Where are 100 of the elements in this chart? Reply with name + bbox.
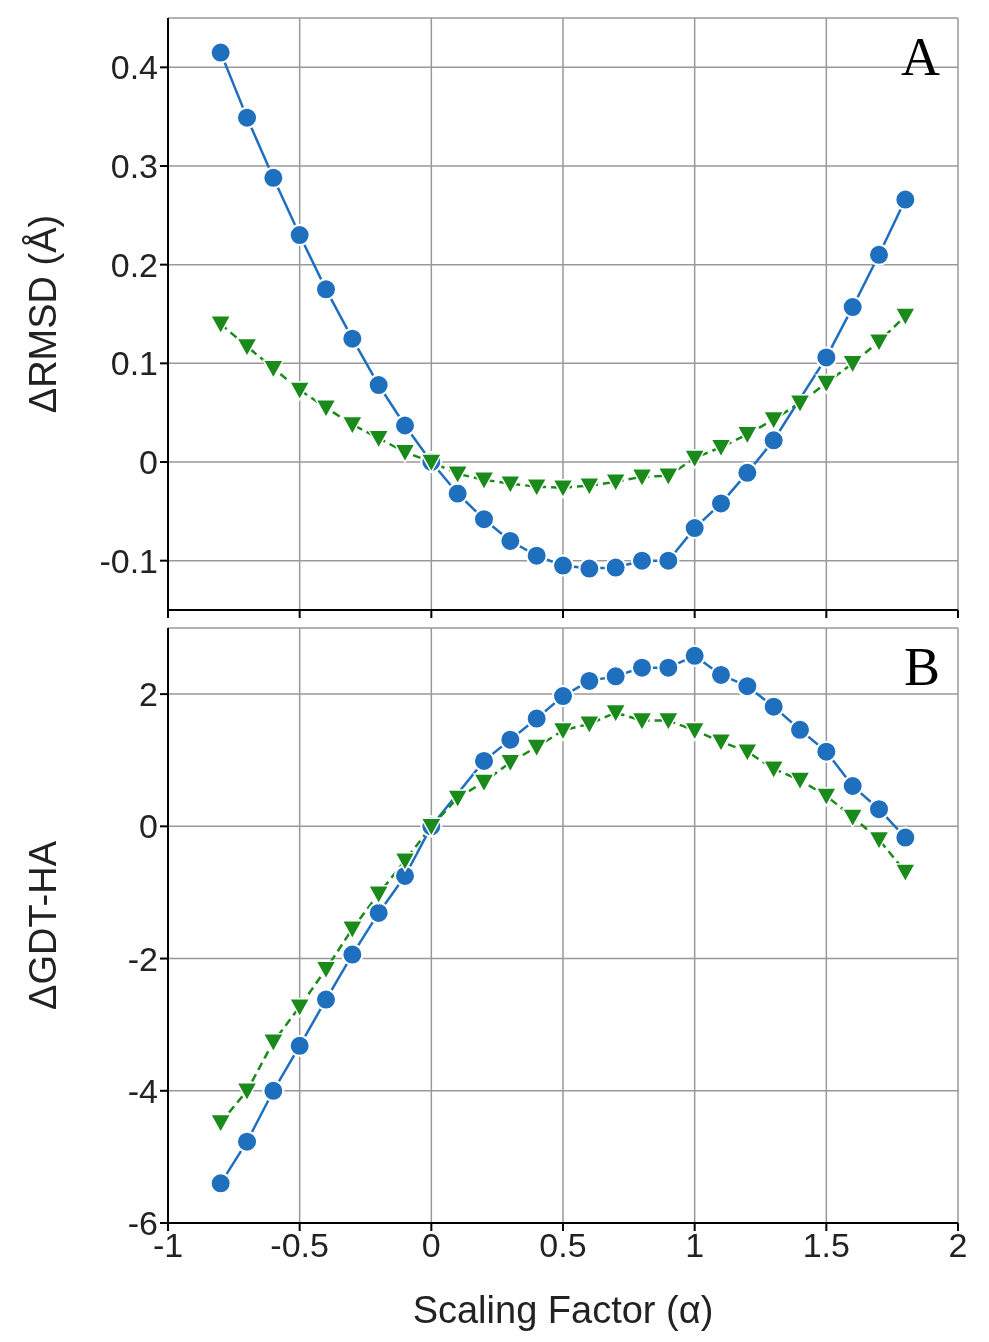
point	[631, 549, 653, 572]
point	[525, 477, 548, 498]
y-tick-label: 2	[139, 675, 158, 714]
point	[683, 449, 706, 469]
point	[762, 410, 785, 431]
point	[341, 943, 364, 966]
point	[236, 1082, 258, 1102]
x-tick-label: -0.5	[270, 1226, 329, 1265]
point	[789, 718, 811, 741]
y-tick-label: -2	[127, 939, 158, 978]
point	[762, 760, 785, 780]
point	[525, 738, 548, 758]
point	[315, 960, 337, 980]
point	[710, 732, 732, 753]
point	[736, 425, 759, 446]
point	[631, 468, 653, 488]
point	[209, 315, 232, 335]
point	[815, 740, 838, 763]
point	[315, 988, 337, 1011]
point	[657, 656, 680, 679]
point	[315, 398, 337, 419]
point	[552, 685, 574, 708]
point	[894, 188, 917, 211]
point	[394, 864, 416, 887]
point	[683, 644, 706, 667]
point	[736, 675, 759, 698]
point	[552, 554, 574, 577]
annotation: A	[901, 26, 940, 88]
point	[815, 346, 838, 369]
point	[315, 278, 337, 301]
point	[736, 461, 759, 484]
point	[367, 885, 390, 905]
point	[394, 851, 416, 872]
y-tick-label: 0	[139, 807, 158, 846]
x-tick-label: 2	[948, 1226, 968, 1265]
point	[499, 529, 522, 552]
y-axis-title: ΔRMSD (Å)	[21, 214, 65, 414]
point	[288, 381, 311, 401]
annotation: B	[903, 636, 940, 698]
point	[446, 465, 469, 485]
y-tick-label: 0.3	[110, 147, 158, 186]
point	[657, 467, 680, 487]
point	[578, 476, 601, 497]
point	[288, 998, 311, 1018]
point	[578, 557, 601, 580]
point	[473, 471, 495, 491]
point	[762, 695, 785, 718]
point	[762, 429, 785, 452]
point	[209, 1172, 232, 1195]
point	[683, 517, 706, 540]
point	[710, 492, 732, 515]
point	[525, 544, 548, 567]
point	[473, 508, 495, 531]
point	[288, 224, 311, 247]
point	[604, 556, 627, 579]
point	[578, 669, 601, 692]
point	[262, 359, 285, 380]
point	[604, 472, 627, 493]
point	[525, 707, 548, 730]
y-tick-label: 0.2	[110, 245, 158, 284]
point	[578, 715, 601, 735]
point	[341, 327, 364, 350]
point	[868, 798, 890, 821]
point	[710, 438, 732, 458]
point	[631, 711, 653, 732]
point	[394, 414, 416, 437]
point	[789, 771, 811, 791]
point	[894, 863, 917, 883]
point	[710, 663, 732, 686]
x-tick-label: 1.5	[802, 1226, 850, 1265]
point	[262, 1033, 285, 1053]
point	[209, 41, 232, 64]
point	[262, 166, 285, 189]
point	[868, 830, 890, 851]
point	[209, 1113, 232, 1134]
point	[446, 789, 469, 809]
point	[868, 243, 890, 266]
point	[604, 703, 627, 724]
y-tick-label: -4	[127, 1071, 158, 1110]
x-tick-label: 0	[421, 1226, 441, 1265]
point	[499, 728, 522, 751]
point	[657, 711, 680, 732]
y-tick-label: -0.1	[99, 541, 158, 580]
point	[262, 1079, 285, 1102]
point	[841, 354, 864, 375]
point	[446, 482, 469, 505]
point	[683, 721, 706, 742]
point	[288, 1034, 311, 1057]
point	[815, 374, 838, 394]
point	[604, 665, 627, 688]
point	[367, 374, 390, 397]
x-tick-label: 0.5	[539, 1226, 587, 1265]
point	[894, 826, 917, 849]
x-tick-label: 1	[685, 1226, 705, 1265]
point	[552, 478, 574, 499]
point	[499, 474, 522, 495]
point	[552, 721, 574, 742]
point	[657, 549, 680, 572]
point	[815, 787, 838, 807]
point	[367, 429, 390, 450]
